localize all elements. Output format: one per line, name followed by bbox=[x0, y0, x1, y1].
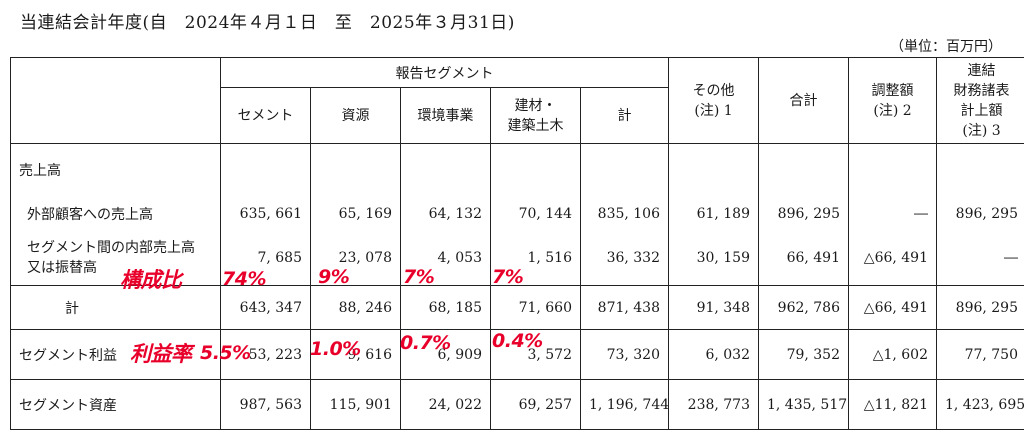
header-total: 合計 bbox=[758, 57, 849, 144]
header-consolidated: 連結 財務諸表 計上額 (注) 3 bbox=[936, 57, 1024, 144]
cell-subtotal-cement: 643, 347 bbox=[220, 285, 311, 330]
cell-external-cement: 635, 661 bbox=[220, 195, 311, 232]
cell-external-total: 896, 295 bbox=[758, 195, 849, 232]
header-segment-subtotal: 計 bbox=[580, 87, 669, 144]
header-adjust-line1: 調整額 bbox=[871, 82, 914, 99]
cell-subtotal-construction: 71, 660 bbox=[490, 285, 581, 330]
cell-assets-environment: 24, 022 bbox=[400, 379, 491, 430]
row-label-assets: セグメント資産 bbox=[10, 379, 221, 430]
header-consol-line3: 計上額 bbox=[960, 102, 1003, 119]
header-consol-line4: (注) 3 bbox=[962, 122, 1001, 139]
cell-profit-consolidated: 77, 750 bbox=[936, 329, 1024, 380]
cell-profit-other: 6, 032 bbox=[668, 329, 759, 380]
segment-table: 報告セグメント その他 (注) 1 合計 調整額 (注) 2 連結 財務諸表 計… bbox=[10, 57, 1024, 430]
cell-profit-cement: 53, 223 bbox=[220, 329, 311, 380]
row-label-internal: セグメント間の内部売上高 又は振替高 bbox=[10, 231, 221, 286]
cell-external-resources: 65, 169 bbox=[310, 195, 401, 232]
cell-external-other: 61, 189 bbox=[668, 195, 759, 232]
row-label-external: 外部顧客への売上高 bbox=[10, 195, 221, 232]
row-label-internal-line1: セグメント間の内部売上高 bbox=[27, 240, 195, 257]
row-label-sales: 売上高 bbox=[10, 143, 221, 196]
table-row-internal: セグメント間の内部売上高 又は振替高 7, 685 23, 078 4, 053… bbox=[10, 231, 1024, 286]
cell-subtotal-consolidated: 896, 295 bbox=[936, 285, 1024, 330]
annotation-margin-cement: 5.5% bbox=[200, 342, 251, 364]
header-construction-line2: 建築土木 bbox=[507, 117, 564, 134]
unit-label: （単位：百万円） bbox=[890, 39, 1002, 55]
cell-assets-total: 1, 435, 517 bbox=[758, 379, 849, 430]
annotation-ratio-cement: 74% bbox=[222, 268, 266, 290]
cell-assets-other: 238, 773 bbox=[668, 379, 759, 430]
cell-internal-total: 66, 491 bbox=[758, 231, 849, 286]
report-title: 当連結会計年度(自 2024年４月１日 至 2025年３月31日) bbox=[20, 13, 515, 33]
annotation-margin-construction: 0.4% bbox=[492, 330, 543, 352]
cell-subtotal-environment: 68, 185 bbox=[400, 285, 491, 330]
cell-subtotal-other: 91, 348 bbox=[668, 285, 759, 330]
header-other-line1: その他 bbox=[692, 82, 735, 99]
header-environment: 環境事業 bbox=[400, 87, 491, 144]
cell-profit-adjustment: △1, 602 bbox=[848, 329, 937, 380]
cell-internal-consolidated: ― bbox=[936, 231, 1024, 286]
cell-profit-subtotal: 73, 320 bbox=[580, 329, 669, 380]
cell-assets-consolidated: 1, 423, 695 bbox=[936, 379, 1024, 430]
cell-profit-environment: 6, 909 bbox=[400, 329, 491, 380]
annotation-margin-resources: 1.0% bbox=[310, 338, 361, 360]
cell-profit-total: 79, 352 bbox=[758, 329, 849, 380]
header-adjustment: 調整額 (注) 2 bbox=[848, 57, 937, 144]
cell-subtotal-adjustment: △66, 491 bbox=[848, 285, 937, 330]
annotation-ratio-construction: 7% bbox=[492, 266, 524, 288]
header-adjust-line2: (注) 2 bbox=[873, 102, 912, 119]
cell-external-consolidated: 896, 295 bbox=[936, 195, 1024, 232]
cell-assets-resources: 115, 901 bbox=[310, 379, 401, 430]
header-consol-line2: 財務諸表 bbox=[953, 82, 1010, 99]
cell-internal-cement: 7, 685 bbox=[220, 231, 311, 286]
table-row-assets: セグメント資産 987, 563 115, 901 24, 022 69, 25… bbox=[10, 379, 1024, 430]
cell-profit-resources: 9, 616 bbox=[310, 329, 401, 380]
header-resources: 資源 bbox=[310, 87, 401, 144]
annotation-ratio-label: 構成比 bbox=[120, 268, 182, 292]
header-construction-line1: 建材・ bbox=[514, 97, 557, 114]
header-other: その他 (注) 1 bbox=[668, 57, 759, 144]
table-row-subtotal: 計 643, 347 88, 246 68, 185 71, 660 871, … bbox=[10, 285, 1024, 330]
cell-subtotal-resources: 88, 246 bbox=[310, 285, 401, 330]
header-cement: セメント bbox=[220, 87, 311, 144]
cell-internal-subtotal: 36, 332 bbox=[580, 231, 669, 286]
header-other-line2: (注) 1 bbox=[694, 102, 733, 119]
annotation-margin-environment: 0.7% bbox=[400, 332, 451, 354]
table-row-sales-label: 売上高 bbox=[10, 143, 1024, 196]
header-corner-cell bbox=[10, 57, 221, 144]
cell-external-environment: 64, 132 bbox=[400, 195, 491, 232]
row-label-profit: セグメント利益 bbox=[10, 329, 221, 380]
cell-subtotal-total: 962, 786 bbox=[758, 285, 849, 330]
row-label-internal-line2: 又は振替高 bbox=[27, 260, 97, 277]
table-row-external: 外部顧客への売上高 635, 661 65, 169 64, 132 70, 1… bbox=[10, 195, 1024, 232]
cell-external-subtotal: 835, 106 bbox=[580, 195, 669, 232]
cell-internal-other: 30, 159 bbox=[668, 231, 759, 286]
header-reported-segments: 報告セグメント bbox=[220, 57, 669, 88]
row-label-subtotal: 計 bbox=[10, 285, 221, 330]
annotation-margin-label: 利益率 bbox=[130, 342, 192, 366]
cell-internal-environment: 4, 053 bbox=[400, 231, 491, 286]
cell-external-adjustment: ― bbox=[848, 195, 937, 232]
cell-assets-construction: 69, 257 bbox=[490, 379, 581, 430]
cell-subtotal-subtotal: 871, 438 bbox=[580, 285, 669, 330]
cell-external-construction: 70, 144 bbox=[490, 195, 581, 232]
cell-assets-subtotal: 1, 196, 744 bbox=[580, 379, 669, 430]
cell-internal-adjustment: △66, 491 bbox=[848, 231, 937, 286]
annotation-ratio-resources: 9% bbox=[318, 266, 350, 288]
header-consol-line1: 連結 bbox=[967, 62, 996, 79]
header-construction: 建材・ 建築土木 bbox=[490, 87, 581, 144]
cell-assets-adjustment: △11, 821 bbox=[848, 379, 937, 430]
annotation-ratio-environment: 7% bbox=[403, 266, 435, 288]
cell-assets-cement: 987, 563 bbox=[220, 379, 311, 430]
